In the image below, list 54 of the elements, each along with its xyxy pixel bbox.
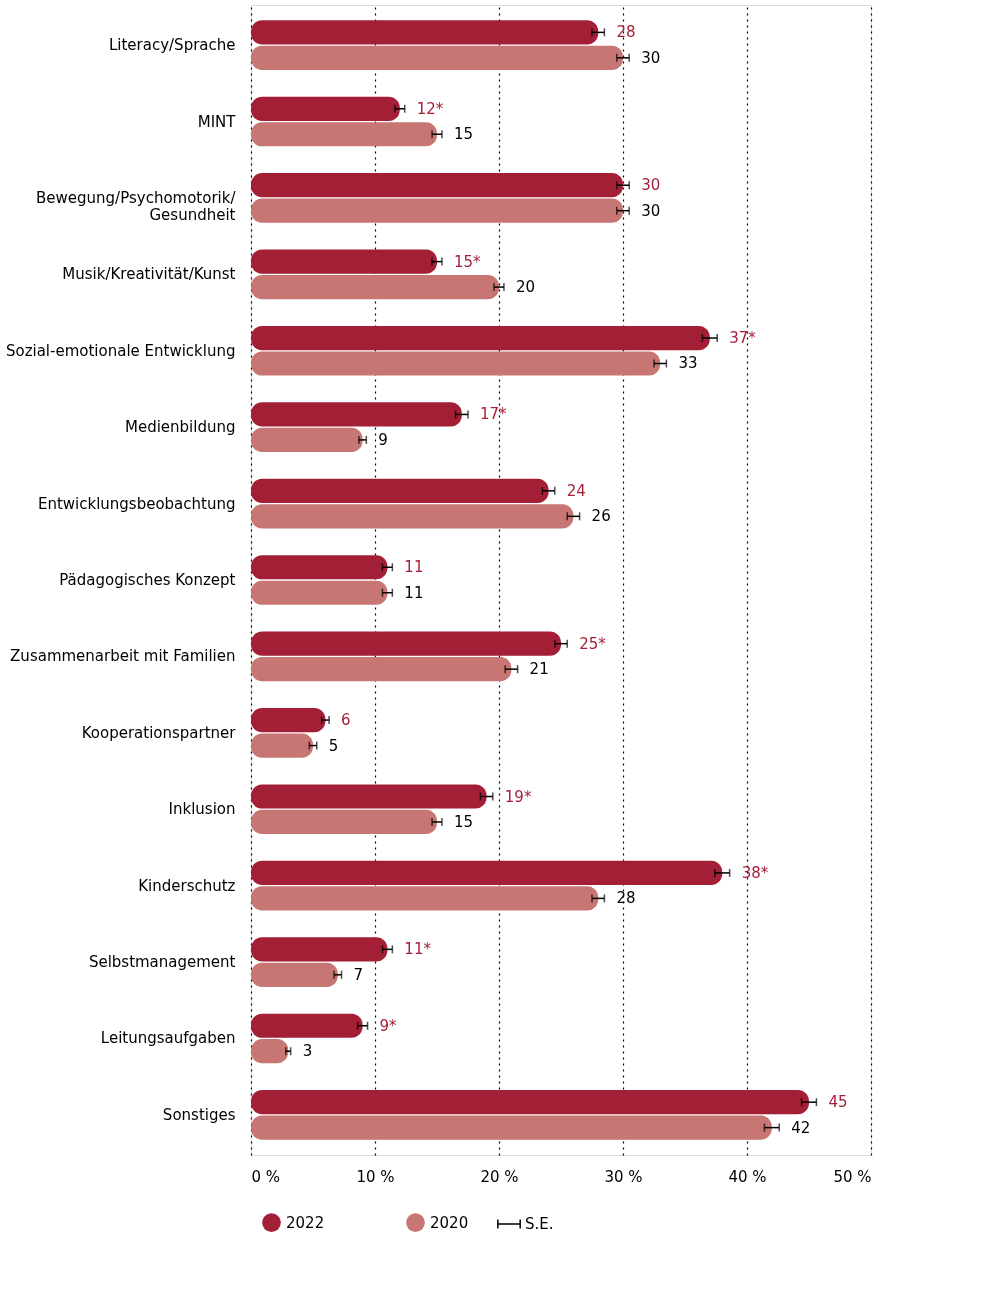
data-label: 33 — [678, 354, 698, 373]
data-label: 6 — [341, 711, 351, 730]
data-label: 20 — [515, 278, 536, 297]
y-tick-label: Zusammenarbeit mit Familien — [10, 647, 236, 666]
y-tick-label: Sonstiges — [162, 1105, 236, 1124]
x-tick-label: 30 % — [604, 1167, 643, 1186]
data-label: 7 — [353, 965, 364, 984]
data-label: 17* — [480, 405, 508, 424]
data-label: 30 — [641, 48, 661, 67]
y-tick-label: Pädagogisches Konzept — [59, 571, 236, 589]
data-label: 38* — [741, 863, 769, 882]
data-label: 15 — [453, 812, 474, 831]
data-label: 30 — [641, 201, 661, 220]
y-tick-label: Kinderschutz — [138, 876, 236, 895]
data-label: 15 — [453, 125, 474, 144]
x-tick-label: 0 % — [251, 1167, 281, 1186]
data-label: 3 — [302, 1042, 313, 1061]
data-label: 30 — [641, 176, 661, 195]
data-label: 15* — [453, 252, 482, 271]
y-tick-label: Selbstmanagement — [88, 953, 236, 972]
data-label: 5 — [328, 736, 339, 755]
x-tick-label: 20 % — [480, 1167, 519, 1186]
data-label: 28 — [616, 889, 636, 908]
data-label: 9* — [379, 1016, 398, 1035]
y-tick-label: Entwicklungsbeobachtung — [37, 494, 236, 513]
data-label: 12* — [416, 99, 444, 118]
data-label: 45 — [828, 1093, 848, 1112]
data-label: 26 — [591, 507, 611, 526]
data-label: 9 — [378, 430, 388, 449]
y-tick-label: Musik/Kreativität/Kunst — [62, 265, 236, 284]
y-tick-label: Bewegung/Psychomotorik/ Gesundheit — [36, 188, 237, 224]
y-tick-label: Inklusion — [168, 800, 236, 819]
x-tick-label: 50 % — [833, 1167, 872, 1186]
data-label: 19* — [504, 787, 532, 806]
data-label: 11* — [404, 940, 432, 959]
text: S.E. — [525, 1215, 554, 1233]
data-label: 28 — [616, 23, 636, 42]
legend-label: 2020 — [430, 1213, 469, 1232]
x-tick-label: 10 % — [356, 1167, 395, 1186]
y-tick-label: Sozial-emotionale Entwicklung — [5, 341, 236, 360]
data-label: 42 — [791, 1118, 811, 1137]
y-tick-label: Literacy/Sprache — [108, 36, 236, 55]
y-tick-label: MINT — [197, 112, 237, 131]
data-label: 37* — [729, 329, 757, 348]
y-tick-label: Kooperationspartner — [81, 723, 237, 742]
data-label: 24 — [566, 481, 586, 500]
data-label: 11 — [404, 558, 424, 577]
y-tick-label: Medienbildung — [124, 418, 236, 437]
data-label: 25* — [579, 634, 607, 653]
legend-label: 2022 — [286, 1213, 325, 1232]
data-label: 21 — [529, 660, 549, 679]
data-label: 11 — [404, 583, 424, 602]
x-tick-label: 40 % — [728, 1167, 767, 1186]
y-tick-label: Leitungsaufgaben — [100, 1029, 236, 1048]
